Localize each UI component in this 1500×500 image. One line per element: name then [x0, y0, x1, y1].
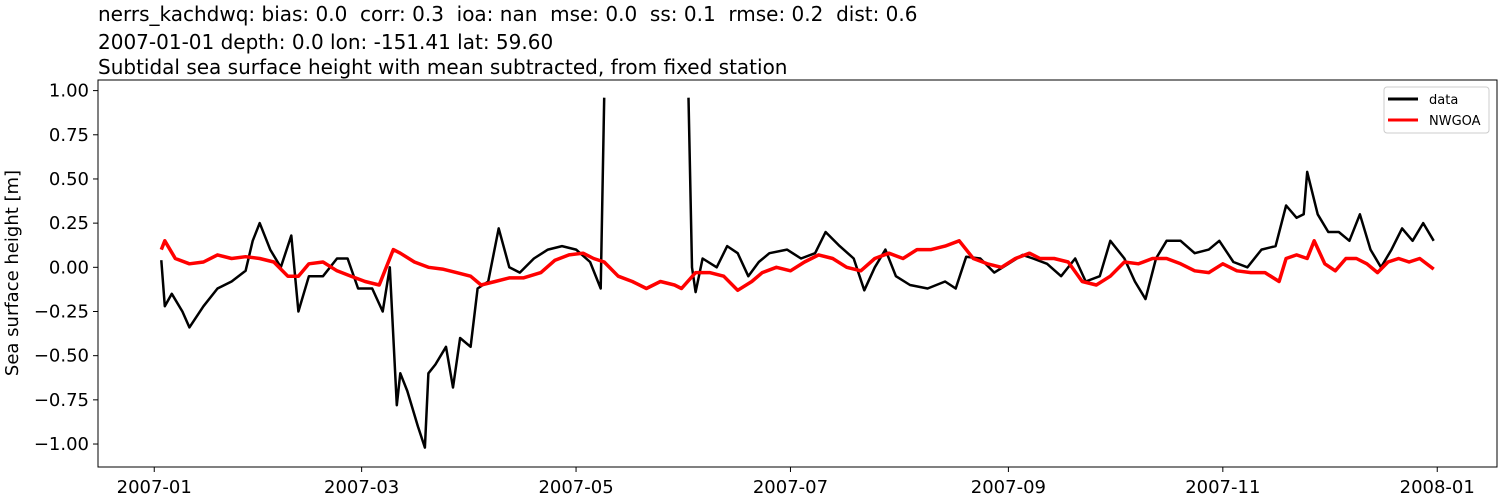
- title-line-stats: nerrs_kachdwq: bias: 0.0 corr: 0.3 ioa: …: [98, 2, 918, 26]
- x-tick-label: 2007-09: [971, 477, 1046, 498]
- y-tick-label: 0.25: [49, 213, 89, 234]
- legend-label-nwgoa: NWGOA: [1429, 114, 1481, 129]
- y-tick-label: 0.75: [49, 125, 89, 146]
- series-line-nwgoa: [159, 239, 1435, 293]
- legend: data NWGOA: [1383, 86, 1490, 134]
- y-tick-label: 1.00: [49, 81, 89, 102]
- x-tick-label: 2007-07: [753, 477, 828, 498]
- x-tick-label: 2007-05: [538, 477, 613, 498]
- series-line-data: [160, 97, 1435, 449]
- y-axis-label: Sea surface height [m]: [2, 170, 23, 376]
- title-line-location: 2007-01-01 depth: 0.0 lon: -151.41 lat: …: [98, 30, 554, 54]
- x-axis: 2007-01 2007-03 2007-05 2007-07 2007-09 2007-…: [117, 467, 1475, 498]
- series-layer: [159, 97, 1435, 449]
- x-tick-label: 2007-11: [1185, 477, 1260, 498]
- title-line-description: Subtidal sea surface height with mean su…: [98, 55, 788, 79]
- y-tick-label: −0.25: [34, 301, 89, 322]
- x-tick-label: 2008-01: [1400, 477, 1475, 498]
- y-axis: 1.00 0.75 0.50 0.25 0.00 −0.25 −0.50 −0.75 −1.00: [34, 81, 98, 455]
- y-tick-label: 0.50: [49, 169, 89, 190]
- x-tick-label: 2007-01: [117, 477, 192, 498]
- legend-label-data: data: [1429, 93, 1458, 108]
- y-tick-label: 0.00: [49, 257, 89, 278]
- y-tick-label: −0.50: [34, 346, 89, 367]
- plot-frame: [97, 79, 1498, 468]
- y-tick-label: −0.75: [34, 390, 89, 411]
- x-tick-label: 2007-03: [324, 477, 399, 498]
- y-tick-label: −1.00: [34, 434, 89, 455]
